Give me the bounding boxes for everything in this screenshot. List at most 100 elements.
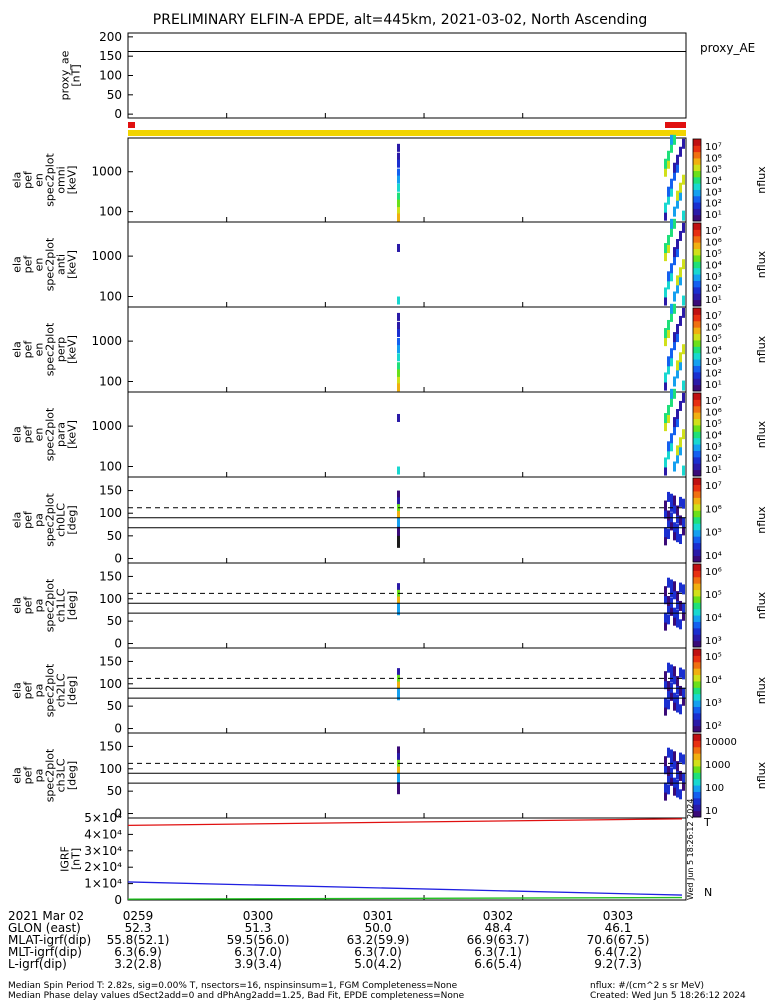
spec_omni-spike-bin [397,192,400,201]
spec_perp-edge-bin [670,348,673,359]
pa_ch3-edge-bin [676,761,679,772]
spec_para-colorbar-swatch [693,412,701,420]
spin-bar-bad-right [665,122,686,128]
pa_ch1-colorbar-swatch [693,634,701,642]
spec_para-colorbar-swatch [693,405,701,413]
spec_perp-colorbar-frame [692,307,702,392]
pa_ch0-edge-bin [670,501,673,512]
spec_omni-colorbar-swatch [693,164,701,172]
spec_perp-ylabel-line: pef [22,340,35,359]
pa_ch0-edge-bin [679,496,682,507]
spec_para-colorbar-tick: 10³ [705,442,722,453]
row-label-mlt: MLT-igrf(dip) [8,945,82,959]
spec_para-colorbar-tick: 10⁵ [705,419,722,430]
pa_ch2-ytick-label: 50 [107,699,122,713]
pa_ch3-colorbar-title: nflux [755,761,768,789]
spec_para-colorbar-tick: 10⁴ [705,431,722,442]
pa_ch3-edge-bin [682,754,685,765]
spec_perp-ylabel-line: en [33,343,46,357]
spec_omni-spike-bin [397,152,400,161]
spec_anti-edge-bin [682,295,685,306]
pa_ch2-spike-bin [397,688,400,701]
footer-created: Created: Wed Jun 5 18:26:12 2024 [590,991,746,1000]
igrf-ytick-label: 0 [114,893,122,907]
table-cell: 46.1 [605,921,632,935]
pa_ch0-edge-bin [673,530,676,541]
pa_ch0-colorbar-swatch [693,478,701,485]
spec_para-colorbar-swatch [693,431,701,439]
pa_ch0-spike-bin [397,535,400,548]
pa_ch1-colorbar-swatch [693,621,701,629]
pa_ch1-ytick-label: 50 [107,614,122,628]
table-cell: 9.2(7.3) [594,957,642,971]
pa_ch0-edge-bin [679,534,682,545]
panel-proxy-ae: proxy_AE [700,41,755,55]
pa_ch2-ytick-label: 100 [99,677,122,691]
pa_ch0-ytick-label: 50 [107,529,122,543]
pa_ch1-edge-bin [664,620,667,631]
proxy_ae-ytick-label: 150 [99,49,122,63]
pa_ch0-edge-bin [682,517,685,528]
spec_para-edge-bin [664,421,667,432]
proxy_ae-ylabel: proxy_ae[nT] [59,50,83,100]
side-timestamp: Wed Jun 5 18:26:12 2024 [686,799,695,901]
pa_ch1-ylabel-line: pef [22,596,35,615]
pa_ch2-edge-bin [664,671,667,682]
pa_ch3-colorbar-label: nflux [755,761,768,789]
spec_perp-edge-bin [673,376,676,387]
spec_para-ytick-label: 100 [99,460,122,474]
spec_anti-frame [127,221,687,308]
pa_ch2-ylabel-line: spec2plot [44,663,57,717]
spec_para-colorbar-swatch [693,418,701,426]
spec_anti-colorbar-tick: 10⁶ [705,238,722,249]
table-cell: 66.9(63.7) [467,933,530,947]
spec_perp-spike-bin [397,383,400,392]
pa_ch2-edge-bin [670,672,673,683]
spec_perp-colorbar-swatch [693,371,701,379]
spec_para-colorbar-swatch [693,444,701,451]
spec_omni-edge-bin [670,178,673,189]
spec_omni-colorbar-tick: 10¹ [705,210,722,221]
pa_ch3-ytick-label: 0 [114,807,122,821]
spec_anti-edge-bin [679,230,682,241]
table-cell: 0301 [363,909,394,923]
pa_ch0-colorbar-tick: 10⁵ [705,528,722,539]
spec_perp-colorbar-swatch [693,359,701,366]
spec_para-colorbar-swatch [693,469,701,477]
igrf-frame [127,817,687,901]
spec_omni-edge-bin [670,134,673,145]
pa_ch1-edge-bin [673,581,676,592]
spec_anti-edge-bin [679,267,682,278]
pa_ch3-edge-bin [670,757,673,768]
pa_ch2-edge-bin [682,687,685,698]
pa_ch3-colorbar-swatch [693,753,701,761]
pa_ch2-edge-bin [673,700,676,711]
pa_ch3-colorbar-swatch [693,810,701,818]
spec_para-colorbar-swatch [693,463,701,471]
pa_ch1-ylabel-line: spec2plot [44,578,57,632]
spec_omni-edge-bin [670,186,673,197]
pa_ch3-colorbar-swatch [693,746,701,754]
spec_omni-ylabel-line: ela [11,172,24,189]
pa_ch3-edge-bin [682,772,685,783]
table-cell: 63.2(59.9) [347,933,410,947]
spec_para-edge-bin [664,413,667,424]
spec_omni-colorbar-label: nflux [755,166,768,194]
spec_para-edge-bin [670,441,673,452]
spec_omni-spike-bin [397,168,400,177]
spec_perp-ylabel-line: spec2plot [44,322,57,376]
pa_ch2-ylabel-line: pef [22,681,35,700]
pa_ch1-edge-bin [676,617,679,628]
spec_para-colorbar-tick: 10⁶ [705,408,722,419]
spec_perp-edge-bin [676,324,679,335]
pa_ch1-colorbar-swatch [693,583,701,591]
spec_para-edge-bin [682,392,685,403]
pa_ch1-edge-bin [673,589,676,600]
pa_ch1-colorbar-swatch [693,627,701,635]
spec_omni-edge-cluster [664,134,685,221]
